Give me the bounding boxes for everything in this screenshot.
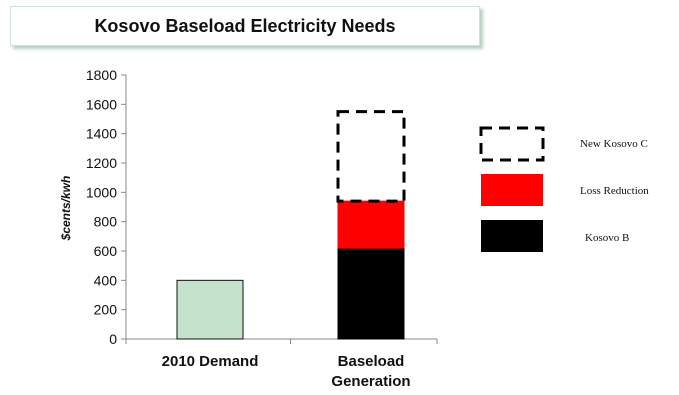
bar-new-kosovo-c bbox=[336, 110, 406, 203]
chart-title-box: Kosovo Baseload Electricity Needs bbox=[10, 6, 480, 46]
y-tick-label: 1000 bbox=[86, 184, 117, 200]
y-tick-label: 1600 bbox=[86, 96, 117, 112]
legend-label-kosovo-b: Kosovo B bbox=[585, 232, 629, 244]
legend-label-new-kosovo-c: New Kosovo C bbox=[580, 138, 648, 150]
y-tick-label: 1200 bbox=[86, 155, 117, 171]
legend-swatch-loss-reduction bbox=[481, 174, 543, 206]
bar-demand bbox=[176, 279, 244, 340]
y-tick-label: 200 bbox=[94, 302, 118, 318]
y-tick-label: 600 bbox=[94, 243, 118, 259]
chart-title: Kosovo Baseload Electricity Needs bbox=[94, 15, 396, 36]
x-category-label: 2010 Demand bbox=[162, 353, 259, 370]
y-tick-label: 0 bbox=[109, 331, 117, 347]
y-axis-label: $cents/kwh bbox=[59, 176, 73, 242]
x-category-label: Baseload bbox=[338, 353, 405, 370]
bar-loss-reduction bbox=[337, 200, 405, 249]
legend: New Kosovo C Loss Reduction Kosovo B bbox=[479, 126, 649, 252]
legend-swatch-kosovo-b bbox=[481, 220, 543, 252]
y-tick-label: 1800 bbox=[86, 67, 117, 83]
x-category-label: Generation bbox=[331, 373, 410, 390]
bar-kosovo-b bbox=[337, 247, 405, 340]
y-tick-label: 800 bbox=[94, 214, 118, 230]
y-tick-label: 1400 bbox=[86, 126, 117, 142]
y-tick-label: 400 bbox=[94, 272, 118, 288]
plot-area: 0 200 400 600 800 1000 1200 1400 1600 1800 2010 De… bbox=[86, 67, 438, 390]
legend-swatch-new-kosovo-c bbox=[479, 126, 545, 162]
legend-label-loss-reduction: Loss Reduction bbox=[580, 185, 649, 197]
